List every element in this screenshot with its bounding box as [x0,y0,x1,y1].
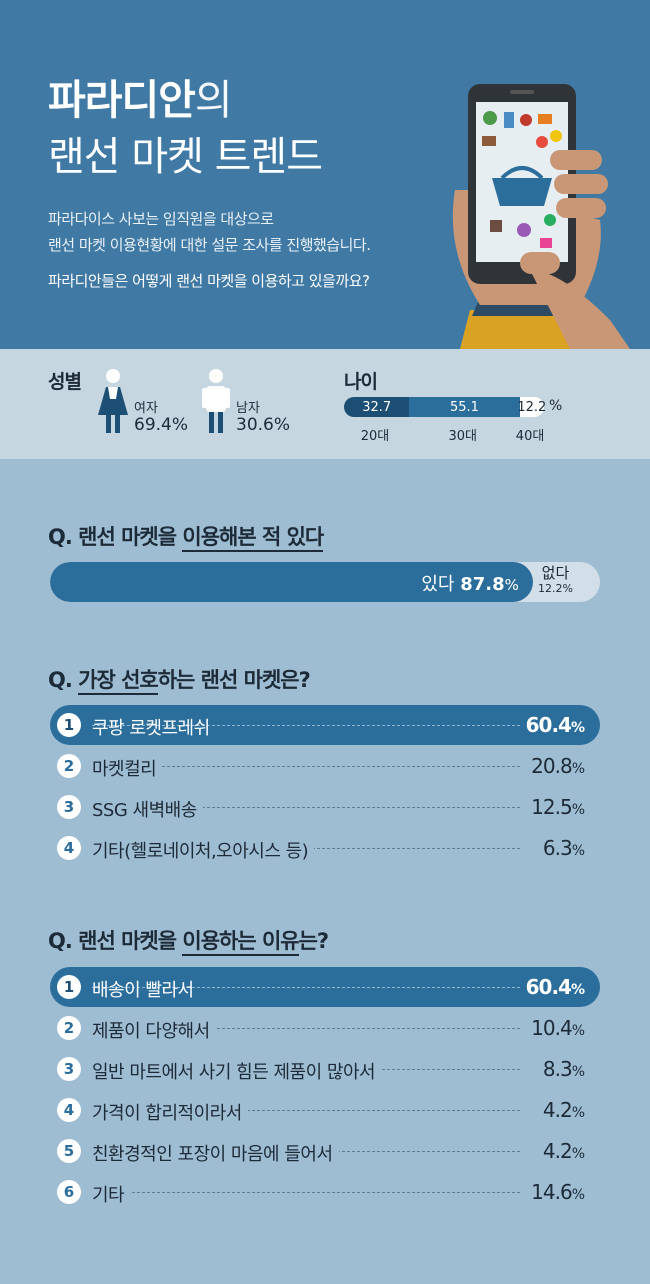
q2-item-1: 1 쿠팡 로켓프레쉬 60.4% [50,705,600,745]
rank-label: 친환경적인 포장이 마음에 들어서 [92,1140,339,1166]
q3-item-3: 3 일반 마트에서 사기 힘든 제품이 많아서 8.3% [50,1049,600,1089]
rank-number: 3 [57,795,81,819]
q1-yes-label: 있다 87.8% [421,574,519,595]
q2-item-3: 3 SSG 새벽배송 12.5% [50,787,600,827]
q1-no-label: 없다 12.2% [538,564,573,595]
q2-item-4: 4 기타(헬로네이처,오아시스 등) 6.3% [50,828,600,868]
age-tick-2: 30대 [448,429,478,444]
rank-value: 12.5% [525,795,585,819]
leader-dots [92,725,520,726]
rank-value: 8.3% [536,1057,585,1081]
demographics-panel: 성별 여자 69.4% 남자 30.6% 나이 32.7 55.1 12.2 % 2… [0,349,650,459]
rank-label: 배송이 빨라서 [92,980,194,1001]
rank-number: 2 [57,754,81,778]
female-label: 여자 [134,401,158,416]
rank-value: 14.6% [525,1180,585,1204]
rank-label: 기타(헬로네이처,오아시스 등) [92,837,315,863]
q3-title: Q. 랜선 마켓을 이용하는 이유는? [48,925,329,956]
age-tick-3: 40대 [515,429,545,444]
rank-value: 4.2% [536,1098,585,1122]
rank-value: 60.4% [525,713,585,737]
rank-value: 60.4% [525,975,585,999]
female-value: 69.4% [134,415,189,435]
leader-dots [92,766,520,767]
rank-value: 4.2% [536,1139,585,1163]
male-label: 남자 [236,401,260,416]
q1-title: Q. 랜선 마켓을 이용해본 적 있다 [48,521,324,552]
rank-number: 2 [57,1016,81,1040]
page-subtitle: 랜선 마켓 트렌드 [48,134,323,180]
rank-label: SSG 새벽배송 [92,796,203,822]
age-label: 나이 [344,371,378,393]
rank-number: 6 [57,1180,81,1204]
rank-label: 제품이 다양해서 [92,1017,216,1043]
age-segment-3: 12.2 [517,397,546,417]
rank-label: 마켓컬리 [92,755,163,781]
rank-value: 20.8% [525,754,585,778]
q2-title: Q. 가장 선호하는 랜선 마켓은? [48,664,311,695]
age-segment-1: 32.7 [344,397,410,417]
header-banner: 파라디안의 랜선 마켓 트렌드 파라다이스 사보는 임직원을 대상으로 랜선 마… [0,0,650,349]
age-unit: % [549,398,563,414]
q3-item-2: 2 제품이 다양해서 10.4% [50,1008,600,1048]
rank-number: 1 [57,713,81,737]
rank-value: 6.3% [536,836,585,860]
q2-item-2: 2 마켓컬리 20.8% [50,746,600,786]
age-bar: 32.7 55.1 12.2 [344,397,546,417]
male-icon [202,369,230,433]
age-tick-1: 20대 [360,429,390,444]
rank-label: 기타 [92,1181,131,1207]
gender-label: 성별 [48,371,82,393]
rank-label: 쿠팡 로켓프레쉬 [92,718,210,739]
leader-dots [92,1192,520,1193]
q1-bar: 있다 87.8% [50,562,600,602]
rank-number: 3 [57,1057,81,1081]
male-value: 30.6% [236,415,291,435]
rank-value: 10.4% [525,1016,585,1040]
leader-dots [92,987,520,988]
leader-dots [92,1028,520,1029]
q1-yes-fill: 있다 87.8% [50,562,533,602]
rank-number: 5 [57,1139,81,1163]
rank-number: 4 [57,836,81,860]
leader-dots [92,807,520,808]
page-title: 파라디안의 [48,76,233,124]
q3-item-4: 4 가격이 합리적이라서 4.2% [50,1090,600,1130]
rank-label: 가격이 합리적이라서 [92,1099,248,1125]
rank-label: 일반 마트에서 사기 힘든 제품이 많아서 [92,1058,382,1084]
rank-number: 4 [57,1098,81,1122]
leader-dots [92,1110,520,1111]
female-icon [98,369,128,433]
intro-text: 파라다이스 사보는 임직원을 대상으로 랜선 마켓 이용현황에 대한 설문 조사… [48,210,371,254]
age-segment-2: 55.1 [409,397,520,417]
phone-shopping-illustration [452,84,630,349]
q3-item-1: 1 배송이 빨라서 60.4% [50,967,600,1007]
q3-item-5: 5 친환경적인 포장이 마음에 들어서 4.2% [50,1131,600,1171]
rank-number: 1 [57,975,81,999]
q3-item-6: 6 기타 14.6% [50,1172,600,1212]
intro-question: 파라디안들은 어떻게 랜선 마켓을 이용하고 있을까요? [48,272,370,290]
